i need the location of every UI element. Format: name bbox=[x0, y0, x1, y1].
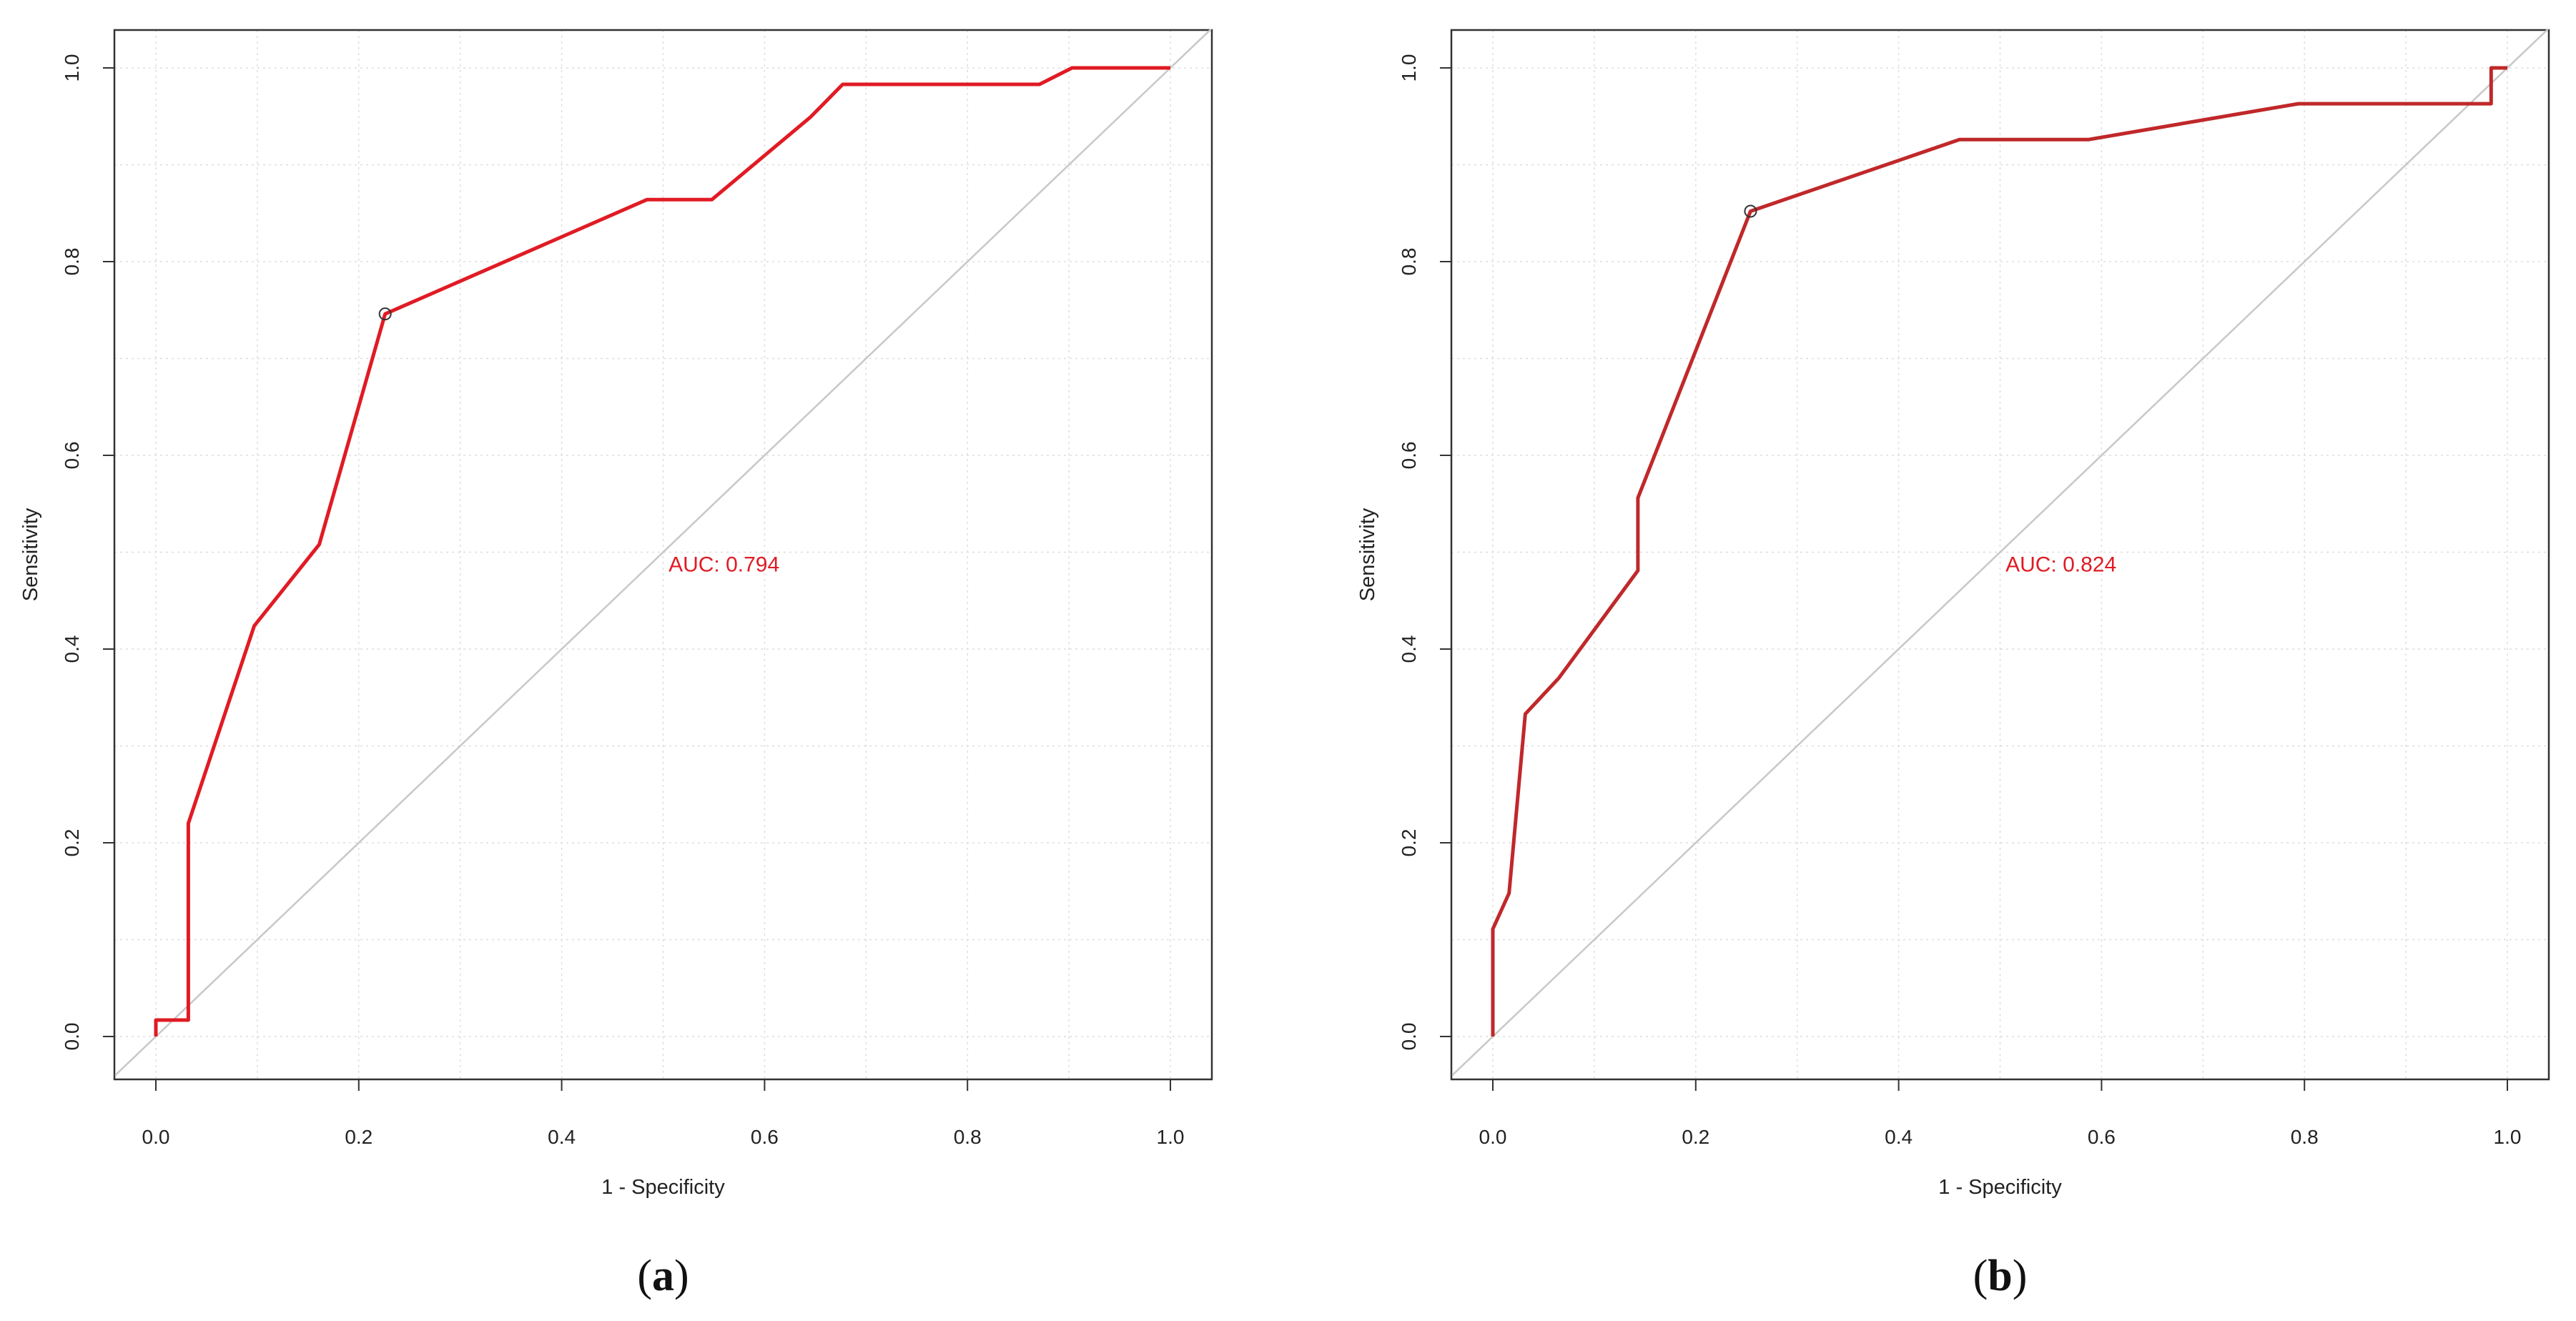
y-tick-label: 0.0 bbox=[61, 1023, 83, 1051]
roc-panel-b: 0.0 0.2 0.4 0.6 0.8 1.0 0.0 0.2 0.4 0.6 0.8 1.0 1 - … bbox=[1356, 28, 2550, 1300]
x-tick-label: 0.4 bbox=[548, 1126, 576, 1148]
y-tick-label: 0.6 bbox=[1398, 442, 1420, 470]
auc-label: AUC: 0.824 bbox=[2005, 553, 2116, 577]
panel-label: (a) bbox=[637, 1252, 689, 1300]
x-tick-label: 0.2 bbox=[345, 1126, 372, 1148]
y-tick-label: 0.8 bbox=[1398, 248, 1420, 276]
x-axis-title: 1 - Specificity bbox=[601, 1176, 725, 1199]
y-tick-label: 0.6 bbox=[61, 442, 83, 470]
y-tick-label: 0.8 bbox=[61, 248, 83, 276]
plot-frame bbox=[113, 29, 1213, 1081]
x-tick-label: 1.0 bbox=[1157, 1126, 1185, 1148]
auc-label: AUC: 0.794 bbox=[668, 553, 779, 577]
roc-curve bbox=[1491, 66, 2507, 1036]
plot-frame bbox=[1450, 29, 2550, 1081]
x-tick-label: 0.8 bbox=[2291, 1126, 2319, 1148]
x-tick-label: 0.4 bbox=[1885, 1126, 1913, 1148]
roc-curve bbox=[154, 66, 1170, 1036]
y-axis-title: Sensitivity bbox=[19, 508, 42, 601]
x-tick-label: 0.0 bbox=[142, 1126, 170, 1148]
reference-diagonal bbox=[1451, 28, 2549, 1077]
optimal-threshold-point bbox=[1744, 204, 1757, 218]
x-tick-label: 0.8 bbox=[954, 1126, 982, 1148]
y-tick-label: 0.0 bbox=[1398, 1023, 1420, 1051]
y-tick-label: 1.0 bbox=[1398, 54, 1420, 82]
y-tick-label: 0.2 bbox=[61, 829, 83, 857]
x-tick-label: 0.0 bbox=[1479, 1126, 1507, 1148]
x-tick-label: 0.6 bbox=[2088, 1126, 2116, 1148]
y-tick-label: 1.0 bbox=[61, 54, 83, 82]
panel-label: (b) bbox=[1973, 1252, 2028, 1300]
reference-diagonal bbox=[114, 28, 1212, 1077]
x-tick-label: 0.6 bbox=[751, 1126, 779, 1148]
y-tick-label: 0.4 bbox=[1398, 635, 1420, 663]
y-tick-label: 0.4 bbox=[61, 635, 83, 663]
optimal-threshold-point bbox=[378, 307, 392, 321]
y-axis-title: Sensitivity bbox=[1356, 508, 1379, 601]
y-tick-label: 0.2 bbox=[1398, 829, 1420, 857]
roc-panel-a: 0.0 0.2 0.4 0.6 0.8 1.0 0.0 0.2 0.4 0.6 0.8 1.0 1 - … bbox=[19, 28, 1213, 1300]
x-tick-label: 0.2 bbox=[1682, 1126, 1709, 1148]
x-axis-title: 1 - Specificity bbox=[1938, 1176, 2062, 1199]
x-tick-label: 1.0 bbox=[2494, 1126, 2522, 1148]
